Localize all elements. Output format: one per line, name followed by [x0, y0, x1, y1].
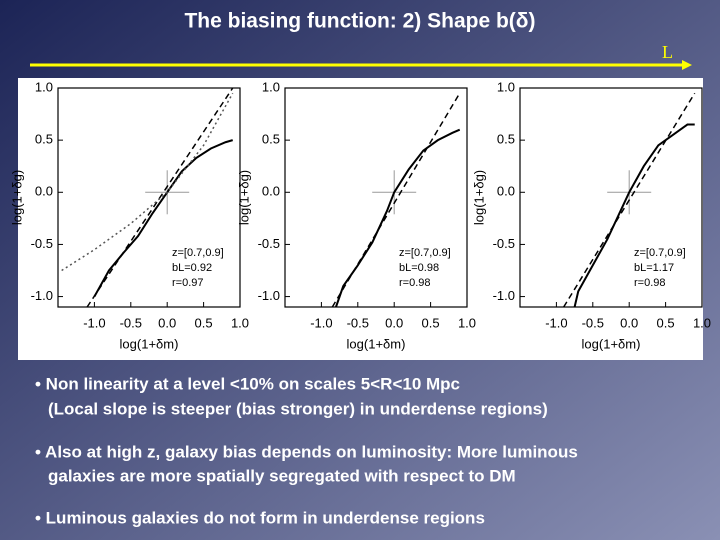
- x-tick-label: -1.0: [545, 315, 567, 330]
- x-tick-label: 1.0: [458, 315, 476, 330]
- y-axis-label: log(1+δg): [236, 170, 251, 225]
- y-tick-label: 0.0: [497, 184, 515, 199]
- arrow-head: [682, 60, 692, 70]
- x-tick-label: 0.0: [158, 315, 176, 330]
- y-tick-label: -1.0: [258, 288, 280, 303]
- annotation: bL=1.17: [634, 262, 674, 274]
- y-tick-label: -1.0: [31, 288, 53, 303]
- series-line: [61, 92, 234, 272]
- x-tick-label: 0.5: [657, 315, 675, 330]
- y-tick-label: 0.0: [262, 184, 280, 199]
- bullet-text: galaxies are more spatially segregated w…: [48, 466, 516, 485]
- y-tick-label: -0.5: [493, 236, 515, 251]
- series-line: [331, 92, 461, 308]
- y-tick-label: -0.5: [258, 236, 280, 251]
- x-axis-label: log(1+δm): [120, 336, 179, 351]
- annotation: r=0.98: [399, 277, 431, 289]
- x-tick-label: -1.0: [83, 315, 105, 330]
- x-tick-label: 1.0: [693, 315, 711, 330]
- plot-frame: [284, 87, 468, 308]
- x-tick-label: -0.5: [347, 315, 369, 330]
- y-tick-label: 0.0: [35, 184, 53, 199]
- bullet-text: • Luminous galaxies do not form in under…: [35, 508, 485, 527]
- plot-frame: [57, 87, 241, 308]
- annotation: z=[0.7,0.9]: [634, 247, 686, 259]
- x-tick-label: 0.5: [195, 315, 213, 330]
- bullet-text: • Non linearity at a level <10% on scale…: [35, 374, 460, 393]
- bullet-text: (Local slope is steeper (bias stronger) …: [48, 399, 548, 418]
- figure-panel: [18, 78, 703, 360]
- y-tick-label: 1.0: [497, 79, 515, 94]
- x-tick-label: 0.5: [422, 315, 440, 330]
- series-line: [573, 123, 695, 308]
- x-tick-label: -0.5: [120, 315, 142, 330]
- annotation: bL=0.92: [172, 262, 212, 274]
- arrow-label: L: [662, 42, 673, 62]
- plot-frame: [519, 87, 703, 308]
- y-tick-label: 1.0: [35, 79, 53, 94]
- x-axis-label: log(1+δm): [582, 336, 641, 351]
- y-axis-label: log(1+δg): [471, 170, 486, 225]
- x-tick-label: 0.0: [385, 315, 403, 330]
- y-tick-label: -0.5: [31, 236, 53, 251]
- slide-title: The biasing function: 2) Shape b(δ): [184, 10, 535, 33]
- bullet-text: • Also at high z, galaxy bias depends on…: [35, 442, 578, 461]
- annotation: z=[0.7,0.9]: [399, 247, 451, 259]
- annotation: r=0.97: [172, 277, 204, 289]
- x-tick-label: -1.0: [310, 315, 332, 330]
- annotation: z=[0.7,0.9]: [172, 247, 224, 259]
- y-tick-label: 0.5: [35, 132, 53, 147]
- series-line: [86, 87, 234, 308]
- x-tick-label: 1.0: [231, 315, 249, 330]
- x-tick-label: 0.0: [620, 315, 638, 330]
- annotation: r=0.98: [634, 277, 666, 289]
- y-tick-label: -1.0: [493, 288, 515, 303]
- y-tick-label: 0.5: [497, 132, 515, 147]
- series-line: [563, 92, 696, 308]
- x-axis-label: log(1+δm): [347, 336, 406, 351]
- y-tick-label: 0.5: [262, 132, 280, 147]
- x-tick-label: -0.5: [582, 315, 604, 330]
- y-axis-label: log(1+δg): [9, 170, 24, 225]
- y-tick-label: 1.0: [262, 79, 280, 94]
- annotation: bL=0.98: [399, 262, 439, 274]
